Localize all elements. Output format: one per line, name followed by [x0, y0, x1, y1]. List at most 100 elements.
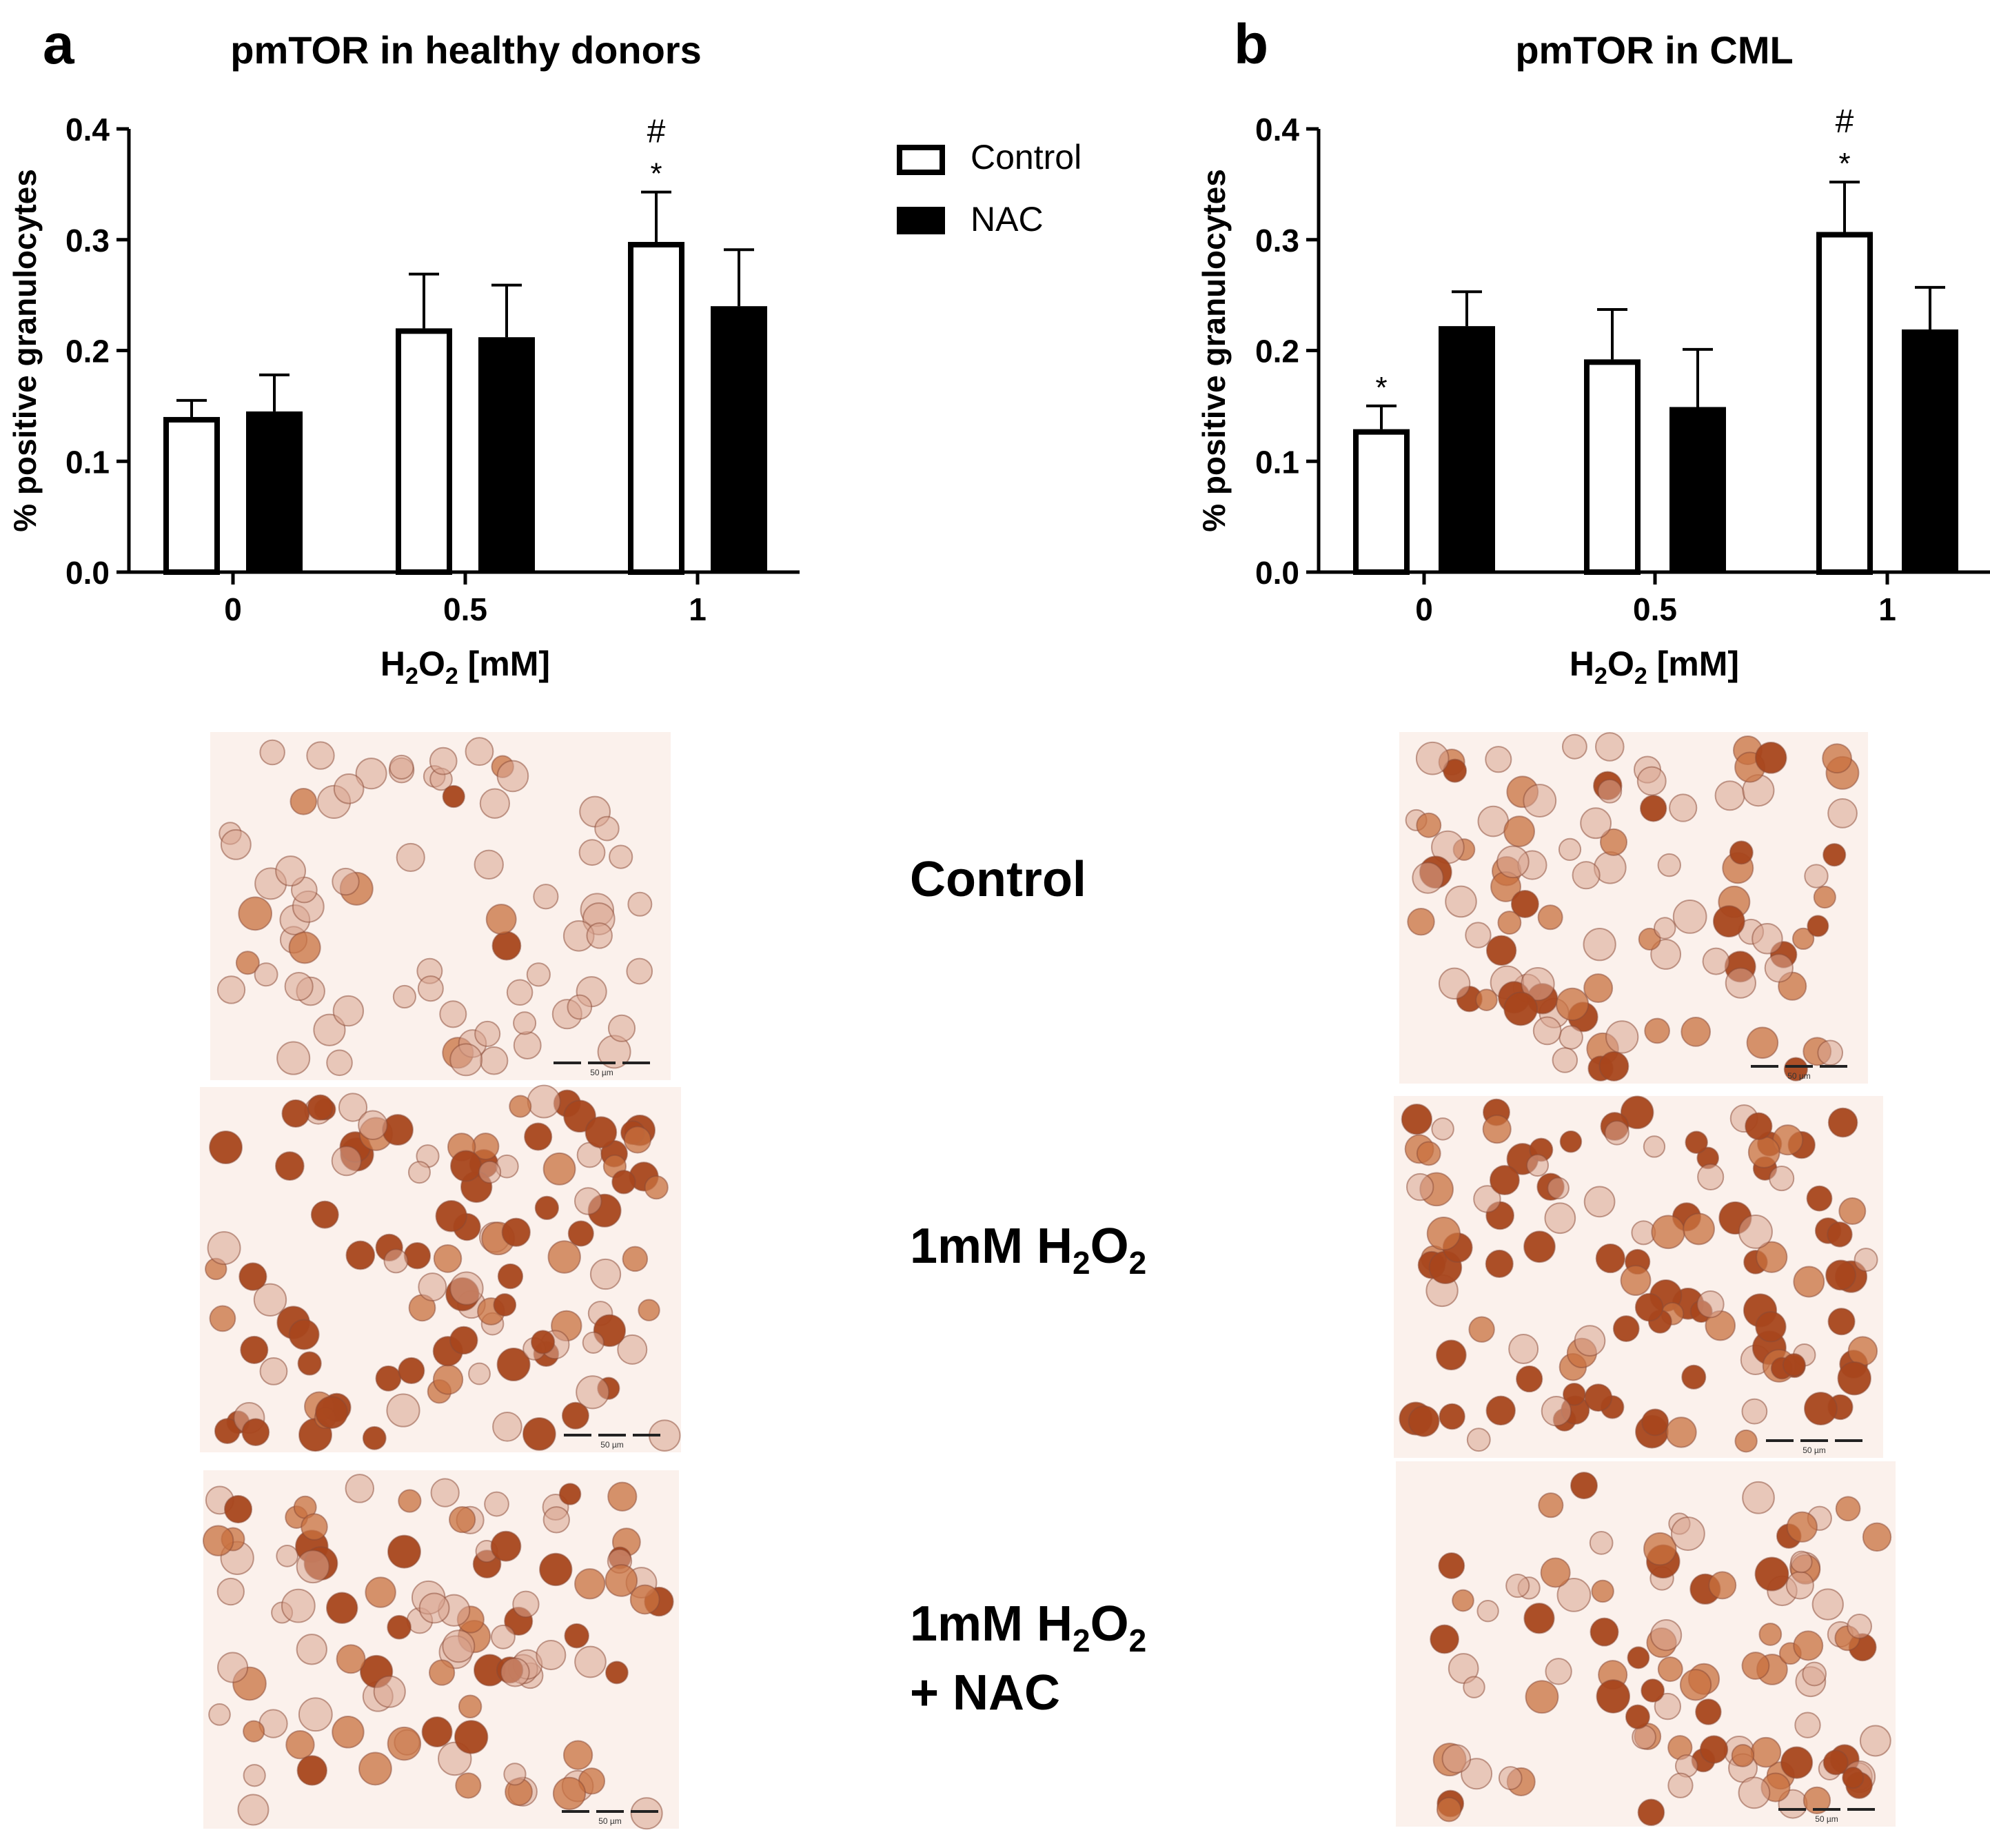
stained-cell: [513, 1011, 537, 1035]
stained-cell: [398, 1357, 425, 1385]
x-axis-label-unit: [mM]: [458, 644, 550, 683]
stained-cell: [1594, 732, 1625, 762]
stained-cell: [1685, 1130, 1708, 1154]
stained-cell: [237, 1794, 270, 1826]
stained-cell: [1696, 1290, 1725, 1319]
significance-hash: #: [1836, 103, 1854, 140]
x-tick-label: 0.5: [443, 591, 487, 627]
row-label-h2o2-sub2: 2: [1129, 1245, 1147, 1281]
stained-cell: [503, 1763, 527, 1786]
stained-cell: [1416, 812, 1442, 838]
stained-cell: [1731, 1744, 1755, 1767]
stained-cell: [435, 1200, 467, 1232]
y-tick-label: 0.3: [65, 223, 110, 258]
scale-bar-label: 50 µm: [598, 1816, 622, 1826]
stained-cell: [1657, 853, 1681, 877]
stained-cell: [313, 1013, 346, 1046]
stained-cell: [1556, 1578, 1592, 1612]
stained-cell: [1637, 1798, 1665, 1827]
stained-cell: [1712, 905, 1745, 938]
stained-cell: [582, 1331, 605, 1354]
stained-cell: [240, 1335, 269, 1364]
stained-cell: [1794, 1712, 1821, 1738]
stained-cell: [1854, 1248, 1878, 1272]
stained-cell: [1823, 1749, 1849, 1776]
stained-cell: [429, 747, 458, 775]
micrograph-a-2: 50 µm: [202, 1470, 679, 1830]
stained-cell: [392, 984, 416, 1009]
bar-nac: [711, 306, 767, 572]
x-tick-label: 1: [1878, 591, 1896, 627]
stained-cell: [1532, 1016, 1562, 1046]
stained-cell: [1583, 973, 1614, 1004]
micrograph-a-1: 50 µm: [200, 1084, 681, 1452]
stained-cell: [1654, 1692, 1682, 1720]
stained-cell: [1436, 1796, 1462, 1822]
stained-cell: [421, 1716, 453, 1748]
row-label-h2o2: 1mM H2O2: [910, 1219, 1146, 1281]
significance-hash: #: [647, 114, 666, 150]
stained-cell: [1485, 1395, 1516, 1426]
x-axis-label-o: O: [418, 644, 445, 683]
bar-control: [396, 328, 452, 575]
stained-cell: [1521, 966, 1555, 1002]
stained-cell: [276, 1544, 299, 1567]
stained-cell: [1734, 1429, 1758, 1453]
stained-cell: [474, 1020, 501, 1047]
stained-cell: [331, 1146, 362, 1177]
legend-nac-label: NAC: [971, 200, 1044, 238]
scale-bar-label: 50 µm: [1815, 1814, 1838, 1824]
stained-cell: [623, 1126, 652, 1154]
stained-cell: [1510, 890, 1539, 918]
stained-cell: [605, 1564, 638, 1597]
stained-cell: [1651, 1215, 1685, 1250]
bar-control: [163, 416, 220, 576]
y-tick-label: 0.4: [65, 112, 110, 148]
stained-cell: [1597, 778, 1623, 804]
stained-cell: [220, 829, 252, 860]
stained-cell: [1589, 1531, 1614, 1555]
stained-cell: [1489, 1165, 1520, 1196]
stained-cell: [497, 1263, 524, 1290]
stained-cell: [223, 1494, 253, 1524]
stained-cell: [243, 1720, 265, 1743]
stained-cell: [585, 1116, 618, 1148]
x-tick-label: 0.5: [1633, 591, 1677, 627]
stained-cell: [1838, 1197, 1867, 1226]
stained-cell: [1793, 1266, 1825, 1298]
stained-cell: [296, 1755, 327, 1786]
stained-cell: [1590, 1617, 1619, 1647]
stained-cell: [1605, 1020, 1639, 1054]
stained-cell: [1758, 1623, 1783, 1646]
stained-cell: [442, 1629, 476, 1663]
stained-cell: [564, 1623, 589, 1649]
stained-cell: [1835, 1496, 1861, 1522]
stained-cell: [542, 1152, 576, 1186]
stained-cell: [1416, 1141, 1441, 1166]
stained-cell: [243, 1764, 266, 1787]
y-tick-label: 0.0: [65, 555, 110, 591]
stained-cell: [310, 1200, 339, 1229]
legend: Control NAC: [897, 138, 1082, 238]
y-tick-label: 0.1: [1255, 444, 1299, 480]
stained-cell: [1827, 1308, 1856, 1336]
stained-cell: [1783, 1057, 1808, 1082]
stained-cell: [454, 1720, 489, 1754]
x-tick-label: 1: [689, 591, 707, 627]
stained-cell: [1625, 1704, 1650, 1729]
stained-cell: [1825, 1259, 1856, 1291]
stained-cell: [326, 1592, 358, 1624]
stained-cell: [626, 957, 653, 985]
stained-cell: [373, 1675, 406, 1708]
stained-cell: [644, 1175, 669, 1200]
stained-cell: [209, 1130, 243, 1164]
stained-cell: [398, 1489, 422, 1513]
stained-cell: [1747, 1136, 1780, 1168]
stained-cell: [430, 1478, 460, 1507]
stained-cell: [333, 773, 365, 804]
micrograph-grid: 50 µm 50 µm 50 µm 50 µm 50 µm 50 µm: [200, 732, 1896, 1830]
stained-cell: [345, 1474, 375, 1503]
stained-cell: [1465, 922, 1492, 948]
bar-nac: [478, 337, 535, 572]
stained-cell: [1505, 1573, 1530, 1598]
